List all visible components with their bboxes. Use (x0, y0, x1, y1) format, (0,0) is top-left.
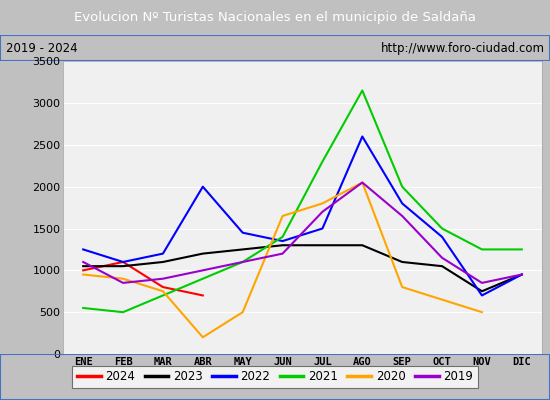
Text: Evolucion Nº Turistas Nacionales en el municipio de Saldaña: Evolucion Nº Turistas Nacionales en el m… (74, 11, 476, 24)
Text: http://www.foro-ciudad.com: http://www.foro-ciudad.com (381, 42, 544, 55)
Legend: 2024, 2023, 2022, 2021, 2020, 2019: 2024, 2023, 2022, 2021, 2020, 2019 (72, 366, 478, 388)
Text: 2019 - 2024: 2019 - 2024 (6, 42, 77, 55)
